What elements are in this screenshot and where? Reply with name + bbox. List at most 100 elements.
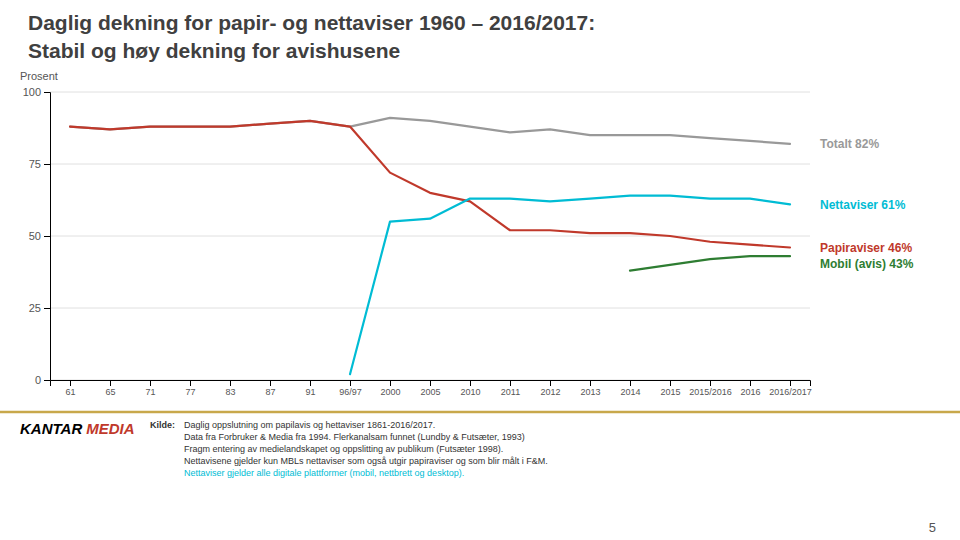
x-tick-label: 2012 — [540, 387, 560, 397]
footer: Kilde: Daglig oppslutning om papilavis og… — [20, 420, 936, 535]
x-tick-mark — [790, 380, 791, 386]
x-tick: 65 — [105, 380, 115, 397]
x-axis: 61 65 71 77 83 87 91 96/97 2000 2005 2010 2011 2012 2… — [51, 380, 812, 397]
y-tick: 0 — [35, 374, 50, 386]
x-tick: 2013 — [580, 380, 600, 397]
grid — [50, 92, 810, 380]
y-tick-mark — [44, 236, 50, 237]
series-label: Mobil (avis) 43% — [820, 257, 914, 271]
x-tick: 2016/2017 — [769, 380, 812, 397]
source-text: Nettavisene gjelder kun MBLs nettaviser … — [184, 456, 548, 466]
x-tick-label: 65 — [105, 387, 115, 397]
x-tick-mark — [70, 380, 71, 386]
x-tick-mark — [750, 380, 751, 386]
x-tick: 2000 — [380, 380, 400, 397]
series-label: Totalt 82% — [820, 137, 879, 151]
x-tick: 77 — [185, 380, 195, 397]
x-tick-mark — [630, 380, 631, 386]
y-tick: 50 — [29, 230, 50, 242]
x-tick: 96/97 — [339, 380, 362, 397]
x-tick-mark — [590, 380, 591, 386]
y-tick-mark — [44, 164, 50, 165]
x-tick-label: 2010 — [460, 387, 480, 397]
x-tick-mark — [550, 380, 551, 386]
page-number: 5 — [929, 520, 936, 535]
x-tick: 2016 — [740, 380, 760, 397]
x-tick-label: 2005 — [420, 387, 440, 397]
x-tick-label: 96/97 — [339, 387, 362, 397]
y-tick-mark — [44, 308, 50, 309]
lines — [70, 118, 790, 374]
logo: MEDIA — [86, 420, 134, 437]
series-line — [630, 256, 790, 270]
y-tick-mark — [44, 92, 50, 93]
y-tick: 25 — [29, 302, 50, 314]
x-tick-label: 2015 — [660, 387, 680, 397]
x-tick-label: 2016/2017 — [769, 387, 812, 397]
x-tick-label: 2016 — [740, 387, 760, 397]
source-text: Fragm entering av medielandskapet og opp… — [184, 444, 503, 454]
plot: 0 25 50 75 100 61 65 71 77 83 87 91 96/97 2000 2005 201… — [23, 86, 812, 397]
x-tick: 87 — [265, 380, 275, 397]
x-tick: 91 — [305, 380, 315, 397]
x-tick: 2014 — [620, 380, 640, 397]
x-tick: 2015 — [660, 380, 680, 397]
series-line — [350, 196, 790, 375]
x-tick: 2015/2016 — [689, 380, 732, 397]
series-label: Papiraviser 46% — [820, 241, 912, 255]
x-tick-mark — [190, 380, 191, 386]
x-tick-mark — [270, 380, 271, 386]
x-tick: 2012 — [540, 380, 560, 397]
x-tick-mark — [350, 380, 351, 386]
source-text: Daglig oppslutning om papilavis og hetta… — [184, 420, 435, 430]
y-tick-label: 75 — [29, 158, 41, 170]
x-tick-mark — [670, 380, 671, 386]
series-label: Nettaviser 61% — [820, 198, 906, 212]
y-tick: 75 — [29, 158, 50, 170]
y-tick-label: 25 — [29, 302, 41, 314]
grid-line — [50, 164, 810, 165]
x-axis-line — [51, 381, 811, 387]
x-tick-label: 2000 — [380, 387, 400, 397]
y-axis-line — [44, 93, 51, 381]
series-labels: Totalt 82% Nettaviser 61% Papiraviser 46% M… — [820, 137, 914, 271]
grid-line — [50, 308, 810, 309]
x-tick: 83 — [225, 380, 235, 397]
x-tick-label: 2015/2016 — [689, 387, 732, 397]
x-tick-label: 2011 — [501, 387, 520, 397]
x-tick-label: 2013 — [580, 387, 600, 397]
x-tick-mark — [470, 380, 471, 386]
x-tick-label: 87 — [265, 387, 275, 397]
x-tick-mark — [710, 380, 711, 386]
source-text: Data fra Forbruker & Media fra 1994. Fle… — [184, 432, 525, 442]
y-tick-mark — [44, 380, 50, 381]
x-tick-mark — [390, 380, 391, 386]
x-tick-label: 77 — [185, 387, 195, 397]
x-tick-label: 83 — [225, 387, 235, 397]
x-tick-mark — [230, 380, 231, 386]
title: Daglig dekning for papir- og nettaviser … — [28, 11, 595, 34]
y-tick-label: 0 — [35, 374, 41, 386]
x-tick-mark — [110, 380, 111, 386]
x-tick-mark — [510, 380, 511, 386]
subtitle: Stabil og høy dekning for avishusene — [28, 39, 400, 62]
y-axis-title: Prosent — [20, 70, 58, 82]
x-tick-mark — [310, 380, 311, 386]
footer-rule — [0, 411, 960, 414]
source-label: Kilde: — [150, 420, 175, 430]
y-tick-label: 50 — [29, 230, 41, 242]
x-tick-label: 91 — [305, 387, 315, 397]
x-tick-label: 71 — [145, 387, 155, 397]
x-tick-label: 2014 — [620, 387, 640, 397]
source-text: Nettaviser gjelder alle digitale plattfo… — [184, 468, 464, 478]
x-tick: 61 — [65, 380, 75, 397]
x-tick: 2005 — [420, 380, 440, 397]
grid-line — [50, 236, 810, 237]
series-line — [70, 118, 790, 144]
grid-line — [50, 92, 810, 93]
x-tick-label: 61 — [65, 387, 75, 397]
x-tick: 2011 — [501, 380, 520, 397]
y-tick-label: 100 — [23, 86, 41, 98]
x-tick: 71 — [145, 380, 155, 397]
y-axis: 0 25 50 75 100 — [23, 86, 51, 386]
